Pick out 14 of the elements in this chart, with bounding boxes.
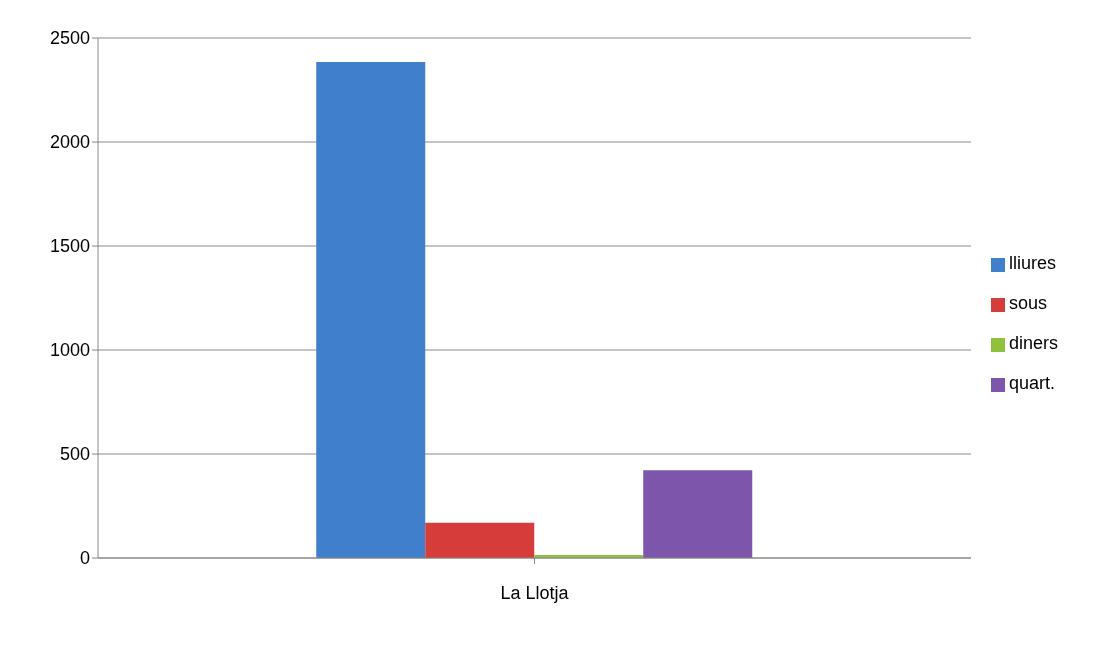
bar bbox=[316, 61, 426, 558]
bar bbox=[425, 522, 535, 558]
legend-label: lliures bbox=[1008, 253, 1056, 273]
y-tick-label: 2500 bbox=[49, 28, 90, 49]
legend-label: sous bbox=[1008, 293, 1047, 313]
y-tick-label: 500 bbox=[59, 444, 90, 465]
x-tick-label: La Llotja bbox=[500, 582, 570, 603]
y-tick-label: 0 bbox=[79, 548, 90, 569]
legend-label: quart. bbox=[1008, 373, 1055, 393]
y-tick-label: 2000 bbox=[49, 132, 90, 153]
legend-label: diners bbox=[1008, 333, 1058, 353]
y-tick-label: 1000 bbox=[49, 340, 90, 361]
bar bbox=[643, 470, 753, 558]
y-tick-label: 1500 bbox=[49, 236, 90, 257]
